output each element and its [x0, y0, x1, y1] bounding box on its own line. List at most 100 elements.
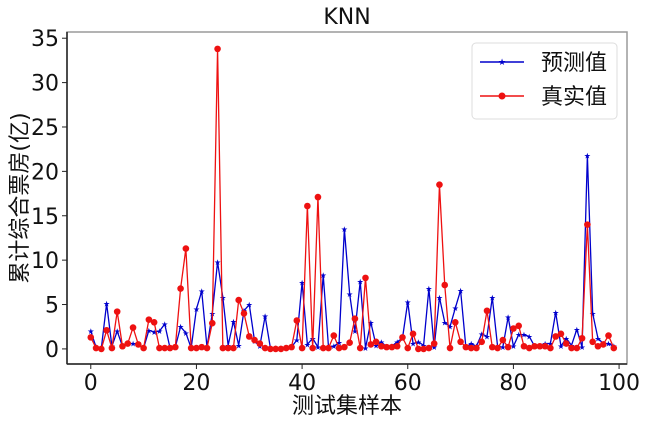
chart-title: KNN: [323, 5, 370, 30]
data-point-star-icon: ★: [520, 331, 527, 340]
data-point-circle-icon: [351, 315, 359, 323]
data-point-circle-icon: [356, 344, 364, 352]
data-point-circle-icon: [610, 344, 618, 352]
data-point-star-icon: ★: [552, 309, 559, 318]
x-axis-label: 测试集样本: [292, 394, 402, 419]
data-point-star-icon: ★: [515, 331, 522, 340]
data-point-circle-icon: [578, 334, 586, 342]
data-point-circle-icon: [457, 338, 464, 346]
data-point-circle-icon: [388, 343, 396, 351]
data-point-circle-icon: [314, 193, 322, 201]
data-point-circle-icon: [113, 308, 121, 315]
y-tick-label: 25: [31, 116, 59, 141]
data-point-star-icon: ★: [114, 327, 121, 336]
legend-item-predicted: ★ 预测值: [480, 51, 607, 76]
data-point-circle-icon: [552, 333, 559, 340]
data-point-circle-icon: [525, 344, 533, 352]
data-point-circle-icon: [367, 341, 375, 348]
data-point-star-icon: ★: [478, 330, 485, 339]
data-point-circle-icon: [452, 318, 459, 326]
data-point-star-icon: ★: [367, 318, 374, 327]
data-point-circle-icon: [430, 340, 438, 347]
data-point-circle-icon: [282, 344, 290, 352]
data-point-circle-icon: [325, 344, 332, 352]
data-point-star-icon: ★: [87, 327, 94, 336]
legend-label-actual: 真实值: [541, 85, 607, 110]
data-point-circle-icon: [562, 340, 570, 347]
data-point-circle-icon: [156, 344, 163, 352]
data-point-circle-icon: [198, 343, 206, 351]
data-point-star-icon: ★: [103, 300, 110, 309]
data-point-circle-icon: [584, 221, 591, 228]
data-point-circle-icon: [383, 343, 390, 351]
data-point-star-icon: ★: [573, 325, 580, 334]
data-point-circle-icon: [298, 344, 306, 352]
data-point-star-icon: ★: [156, 327, 163, 336]
data-point-circle-icon: [378, 342, 385, 350]
x-tick-label: 40: [288, 371, 316, 396]
legend-label-predicted: 预测值: [541, 51, 607, 76]
data-point-circle-icon: [256, 340, 264, 347]
data-point-circle-icon: [346, 339, 353, 346]
data-point-star-icon: ★: [415, 338, 422, 347]
data-point-circle-icon: [309, 344, 316, 352]
data-point-star-icon: ★: [346, 290, 353, 299]
data-point-circle-icon: [187, 344, 195, 352]
legend-item-actual: 真实值: [480, 85, 607, 110]
data-point-circle-icon: [541, 342, 549, 350]
data-point-circle-icon: [182, 245, 190, 252]
data-point-star-icon: ★: [441, 318, 448, 327]
data-point-circle-icon: [319, 344, 327, 352]
data-point-circle-icon: [573, 344, 581, 352]
data-point-star-icon: ★: [394, 338, 401, 347]
data-point-circle-icon: [92, 344, 100, 352]
data-point-star-icon: ★: [404, 298, 411, 307]
data-point-circle-icon: [140, 344, 147, 352]
data-point-star-icon: ★: [214, 258, 221, 267]
data-point-star-icon: ★: [299, 278, 306, 287]
plot-area: ★ ★ ★ ★ ★ ★ ★ ★ ★ ★ ★ ★ ★ ★ ★ ★ ★ ★ ★ ★ ★ ★ ★ ★ ★ ★ ★ ★ ★ ★ ★ ★ ★ ★ ★ ★ ★ ★ ★ ★…: [66, 31, 628, 365]
data-point-star-icon: ★: [505, 313, 512, 322]
x-tick-label: 80: [499, 371, 527, 396]
data-point-circle-icon: [240, 310, 248, 317]
data-point-circle-icon: [547, 344, 554, 352]
y-tick-label: 5: [45, 294, 59, 319]
y-tick-label: 0: [45, 338, 59, 363]
data-point-circle-icon: [87, 334, 95, 341]
legend-marker-star-icon: ★: [498, 58, 506, 68]
data-point-circle-icon: [404, 344, 412, 352]
data-point-star-icon: ★: [547, 340, 554, 349]
data-point-circle-icon: [98, 345, 105, 353]
data-point-circle-icon: [515, 322, 522, 330]
data-point-circle-icon: [425, 344, 433, 352]
data-point-circle-icon: [462, 343, 470, 351]
data-point-circle-icon: [261, 344, 269, 352]
data-point-circle-icon: [399, 334, 406, 341]
data-point-circle-icon: [605, 332, 612, 339]
data-point-circle-icon: [330, 332, 338, 339]
data-point-star-icon: ★: [425, 285, 432, 294]
data-point-star-icon: ★: [483, 332, 490, 341]
data-point-circle-icon: [594, 342, 602, 350]
data-point-circle-icon: [245, 333, 253, 340]
data-point-circle-icon: [251, 336, 258, 344]
y-tick-label: 20: [31, 160, 59, 185]
data-point-circle-icon: [589, 338, 596, 346]
data-point-star-icon: ★: [198, 287, 205, 296]
data-point-circle-icon: [536, 342, 544, 350]
data-point-circle-icon: [161, 344, 169, 352]
data-point-circle-icon: [494, 344, 501, 352]
data-point-star-icon: ★: [304, 340, 311, 349]
data-point-star-icon: ★: [351, 327, 358, 336]
data-point-circle-icon: [145, 316, 153, 323]
series-actual: [87, 45, 618, 353]
data-point-star-icon: ★: [335, 339, 342, 348]
data-point-circle-icon: [277, 345, 285, 353]
data-point-star-icon: ★: [605, 340, 612, 349]
data-point-star-icon: ★: [293, 336, 300, 345]
y-axis-label: 累计综合票房(亿): [8, 112, 33, 283]
data-point-star-icon: ★: [235, 341, 242, 350]
data-point-circle-icon: [235, 296, 242, 304]
data-point-circle-icon: [304, 202, 311, 210]
data-point-circle-icon: [341, 343, 348, 351]
